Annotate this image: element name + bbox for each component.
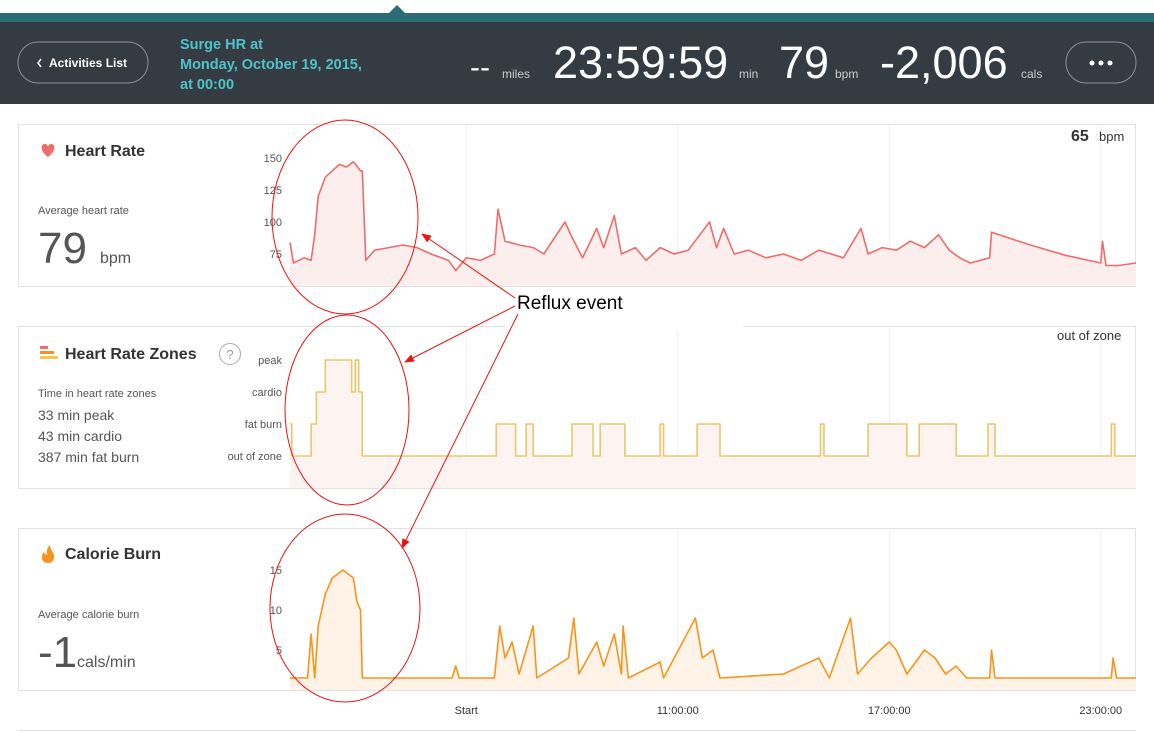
- heart-icon: [41, 144, 55, 157]
- panel-title: Heart Rate: [65, 143, 145, 160]
- highlight-ellipse: [271, 119, 419, 315]
- flame-icon: [41, 545, 55, 563]
- area: [290, 570, 1136, 690]
- summary-value: 79: [38, 224, 87, 273]
- x-tick-label: 23:00:00: [1079, 705, 1122, 717]
- zone-summary: 33 min peak: [38, 407, 115, 423]
- zone-summary: 387 min fat burn: [38, 449, 139, 465]
- current-value: 65: [1071, 128, 1089, 145]
- zone-icon: [40, 351, 54, 354]
- x-tick-label: Start: [455, 705, 478, 717]
- arrow: [421, 233, 516, 299]
- line: [290, 569, 1136, 679]
- panel-subtitle: Average calorie burn: [38, 609, 139, 621]
- stat-unit: miles: [502, 67, 530, 81]
- more-button[interactable]: [1065, 41, 1137, 84]
- stat-value: 23:59:59: [553, 37, 728, 88]
- chevron: [37, 58, 42, 68]
- current-label: out of zone: [1057, 328, 1121, 343]
- current-unit: bpm: [1099, 129, 1124, 144]
- y-tick-label: 125: [264, 185, 282, 197]
- panel-title: Heart Rate Zones: [65, 346, 197, 363]
- x-tick-label: 17:00:00: [868, 705, 911, 717]
- notch: [388, 5, 406, 14]
- stat-value: --: [470, 51, 490, 84]
- title-line: Monday, October 19, 2015,: [180, 57, 362, 73]
- charts: Start 11:00:00 17:00:00 23:00:0075100125150…: [228, 126, 1137, 717]
- highlight-ellipse: [269, 513, 421, 703]
- help-icon[interactable]: [219, 343, 241, 365]
- zone-summary: 43 min cardio: [38, 428, 122, 444]
- title-line: at 00:00: [180, 77, 234, 93]
- zone-icon: [40, 356, 58, 359]
- stat-unit: bpm: [835, 67, 858, 81]
- stat-unit: min: [739, 67, 758, 81]
- panel-title: Calorie Burn: [65, 546, 161, 563]
- y-tick-label: 10: [270, 605, 282, 617]
- stat-value: 79: [779, 37, 829, 88]
- dot: [1107, 60, 1113, 66]
- summary-unit: cals/min: [77, 654, 136, 671]
- zone-line: [290, 359, 1136, 457]
- y-tick-label: fat burn: [245, 419, 282, 431]
- zone-icon: [40, 346, 48, 349]
- arrow: [404, 305, 516, 363]
- top-strip: [0, 13, 1154, 23]
- back-label[interactable]: Activities List: [49, 56, 127, 70]
- stat-value: -2,006: [880, 37, 1008, 88]
- summary-unit: bpm: [100, 250, 131, 267]
- header: [0, 22, 1154, 104]
- y-tick-label: 150: [264, 153, 282, 165]
- x-tick-label: 11:00:00: [657, 705, 699, 717]
- y-tick-label: 5: [276, 645, 282, 657]
- title-line: Surge HR at: [180, 37, 263, 53]
- area: [290, 161, 1136, 286]
- y-tick-label: 100: [264, 217, 282, 229]
- stat-unit: cals: [1021, 67, 1042, 81]
- y-tick-label: cardio: [252, 387, 282, 399]
- back-button[interactable]: [17, 41, 149, 84]
- annotation-box: [505, 287, 743, 331]
- dot: [1089, 60, 1095, 66]
- help-icon-label[interactable]: ?: [226, 347, 233, 362]
- panel-subtitle: Average heart rate: [38, 205, 129, 217]
- highlight-ellipse: [284, 314, 410, 506]
- y-tick-label: peak: [258, 355, 282, 367]
- annotation-text: Reflux event: [517, 293, 623, 314]
- line: [289, 161, 1137, 272]
- panel-subtitle: Time in heart rate zones: [38, 388, 157, 400]
- dot: [1098, 60, 1104, 66]
- summary-value: -1: [38, 628, 77, 677]
- arrow: [401, 313, 519, 549]
- y-tick-label: out of zone: [228, 451, 282, 463]
